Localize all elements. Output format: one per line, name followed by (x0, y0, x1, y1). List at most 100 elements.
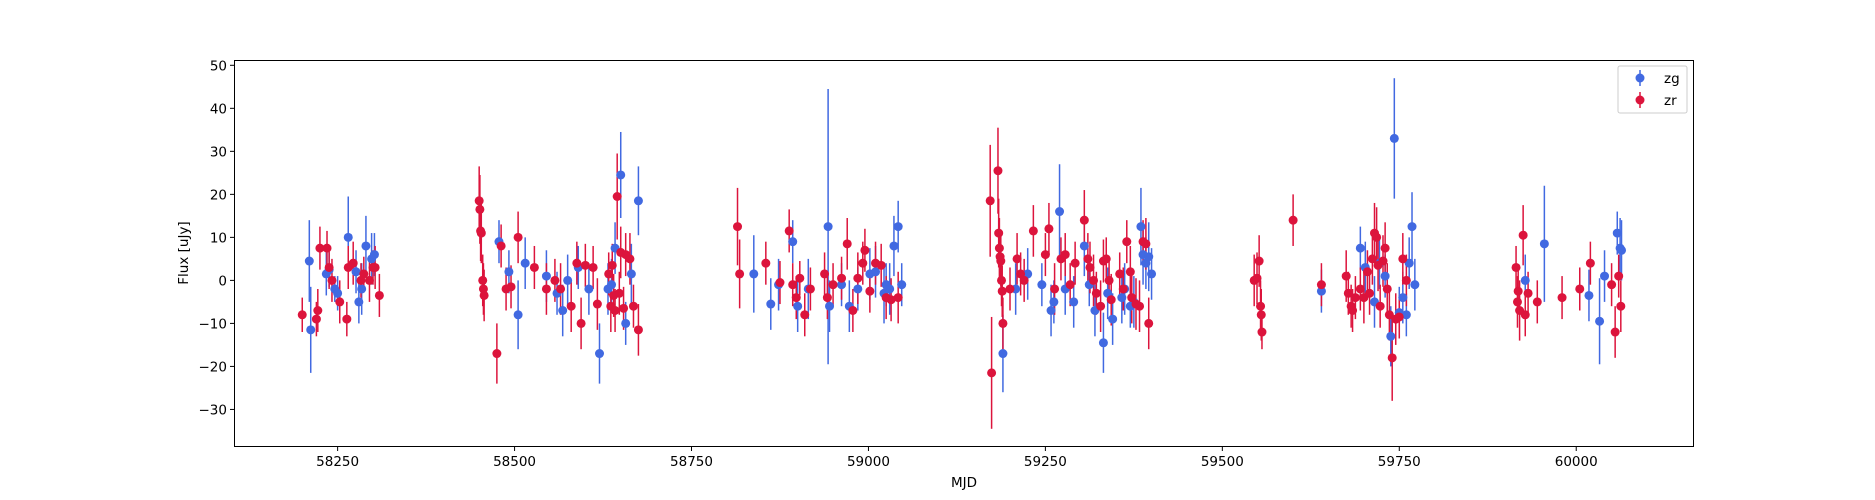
zr-point-41 (607, 260, 617, 270)
zr-point-157 (1532, 297, 1542, 307)
zr-point-15 (370, 262, 380, 272)
zr-point-38 (592, 299, 602, 309)
zr-point-87 (1005, 284, 1015, 294)
zr-point-67 (848, 305, 858, 315)
zr-point-52 (733, 222, 743, 232)
zg-point-6 (343, 232, 353, 242)
zr-point-158 (1557, 293, 1567, 303)
zg-point-49 (897, 280, 907, 290)
zr-point-128 (1343, 288, 1353, 298)
zr-point-122 (1256, 301, 1266, 311)
zg-point-88 (1520, 275, 1530, 285)
zr-point-88 (1012, 254, 1022, 264)
zr-point-80 (994, 228, 1004, 238)
zr-point-6 (327, 275, 337, 285)
zg-point-72 (1144, 252, 1154, 262)
zr-point-120 (1252, 273, 1262, 283)
zr-point-148 (1398, 254, 1408, 264)
x-tick-label-4: 59250 (1024, 454, 1067, 470)
legend: zg zr (1617, 65, 1688, 114)
zg-point-20 (563, 275, 573, 285)
zr-point-58 (791, 293, 801, 303)
zg-point-38 (825, 301, 835, 311)
zr-point-132 (1355, 284, 1365, 294)
zr-point-77 (985, 196, 995, 206)
zr-point-134 (1362, 267, 1372, 277)
zg-point-1 (306, 325, 316, 335)
zg-point-50 (998, 349, 1008, 359)
zr-point-118 (1144, 318, 1154, 328)
zg-point-37 (823, 222, 833, 232)
x-tick-label-0: 58250 (316, 454, 359, 470)
zr-point-25 (496, 241, 506, 251)
zr-point-73 (876, 260, 886, 270)
zg-point-64 (1108, 314, 1118, 324)
zr-point-45 (614, 288, 624, 298)
zg-point-58 (1069, 297, 1079, 307)
zr-point-125 (1288, 215, 1298, 225)
zg-point-16 (520, 258, 530, 268)
zg-point-35 (793, 301, 803, 311)
zg-point-14 (504, 267, 514, 277)
zr-point-110 (1118, 284, 1128, 294)
zg-point-41 (853, 284, 863, 294)
zr-point-164 (1616, 301, 1626, 311)
zr-point-104 (1096, 301, 1106, 311)
zr-point-93 (1044, 224, 1054, 234)
zg-point-25 (607, 280, 617, 290)
zg-point-46 (885, 284, 895, 294)
zr-point-160 (1585, 258, 1595, 268)
zg-point-17 (541, 271, 551, 281)
zg-point-22 (584, 284, 594, 294)
zr-point-131 (1350, 293, 1360, 303)
x-tick-label-7: 60000 (1555, 454, 1598, 470)
zg-point-53 (1037, 280, 1047, 290)
zr-point-59 (795, 273, 805, 283)
zr-point-27 (506, 282, 516, 292)
zr-point-123 (1256, 310, 1266, 320)
zr-point-49 (625, 254, 635, 264)
zr-point-111 (1122, 237, 1132, 247)
zr-point-121 (1254, 256, 1264, 266)
zg-point-73 (1147, 269, 1157, 279)
zg-point-81 (1389, 133, 1399, 143)
zr-point-117 (1141, 239, 1151, 249)
zr-point-54 (761, 258, 771, 268)
legend-zr-marker (1635, 95, 1645, 105)
zr-point-152 (1513, 286, 1523, 296)
zr-point-29 (529, 262, 539, 272)
zr-point-16 (374, 290, 384, 300)
zg-point-31 (749, 269, 759, 279)
zg-point-93 (1612, 228, 1622, 238)
zr-point-130 (1348, 305, 1358, 315)
zr-point-145 (1387, 353, 1397, 363)
zr-point-107 (1104, 275, 1114, 285)
zr-point-66 (842, 239, 852, 249)
x-tick-label-6: 59750 (1378, 454, 1421, 470)
zr-point-92 (1040, 250, 1050, 260)
zg-point-27 (616, 170, 626, 180)
zr-point-35 (576, 318, 586, 328)
legend-frame (1617, 65, 1688, 114)
zr-point-55 (775, 278, 785, 288)
y-tick-label-2: −10 (199, 316, 228, 332)
zr-point-91 (1028, 226, 1038, 236)
zg-point-65 (1117, 293, 1127, 303)
series-zg-markers (304, 133, 1627, 359)
zr-point-109 (1115, 269, 1125, 279)
zg-point-90 (1584, 290, 1594, 300)
zr-point-161 (1607, 280, 1617, 290)
zr-point-94 (1050, 284, 1060, 294)
zg-point-29 (626, 269, 636, 279)
y-tick-label-0: −30 (199, 402, 228, 418)
zr-point-75 (886, 295, 896, 305)
zr-point-68 (853, 273, 863, 283)
zg-point-95 (1617, 245, 1627, 255)
zr-point-155 (1520, 310, 1530, 320)
y-tick-label-8: 50 (210, 58, 227, 74)
zr-point-3 (315, 243, 325, 253)
zr-point-64 (828, 280, 838, 290)
zr-point-60 (800, 310, 810, 320)
zr-point-0 (297, 310, 307, 320)
